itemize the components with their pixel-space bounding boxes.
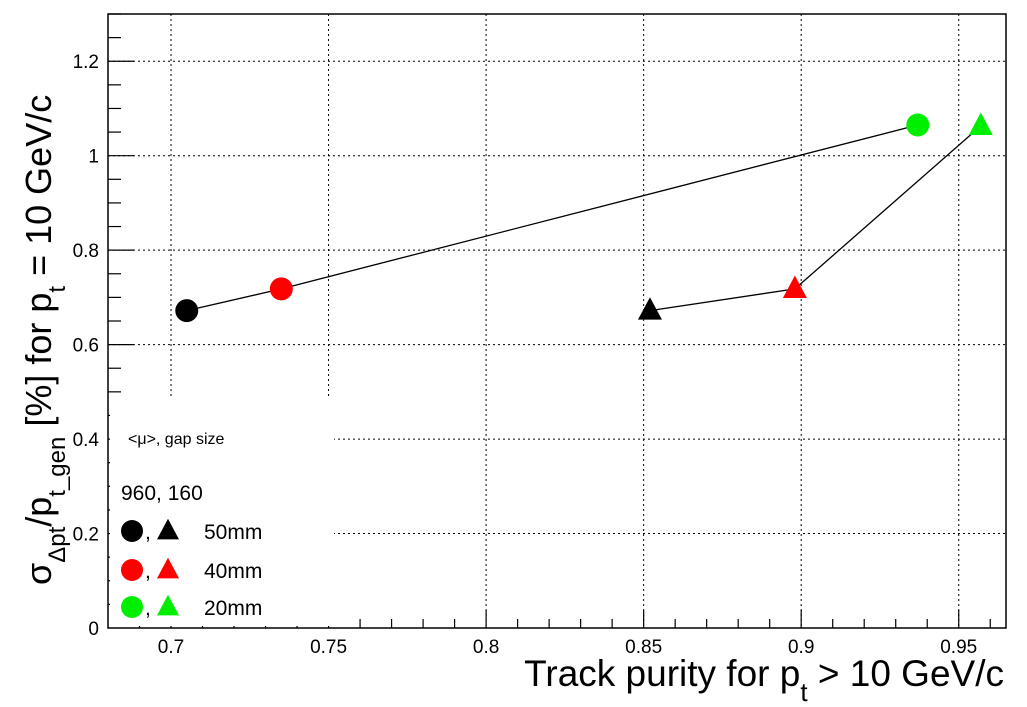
data-points	[175, 112, 993, 323]
legend-circle-marker	[121, 520, 143, 542]
x-tick-labels: 0.7 0.75 0.8 0.85 0.9 0.95	[158, 637, 977, 658]
y-tick-label: 0.6	[73, 336, 99, 357]
circle-series-line	[186, 124, 918, 312]
y-tick-label: 1	[88, 147, 99, 168]
y-axis-title: σΔpt/pt_gen [%] for pt = 10 GeV/c	[18, 95, 71, 585]
x-tick-label: 0.75	[310, 637, 347, 658]
legend-label: 40mm	[204, 560, 262, 583]
legend-subheader: 960, 160	[121, 482, 203, 505]
legend-label: 20mm	[204, 597, 262, 620]
y-tick-labels: 0 0.2 0.4 0.6 0.8 1 1.2	[73, 52, 100, 640]
circle-point	[175, 299, 199, 323]
y-tick-label: 1.2	[73, 52, 99, 73]
x-axis-title: Track purity for pt > 10 GeV/c	[524, 653, 1004, 707]
legend-triangle-marker	[157, 518, 179, 540]
triangle-point	[782, 275, 807, 298]
legend: <μ>, gap size 960, 160 , 50mm, 40mm, 20mm	[121, 431, 262, 620]
y-tick-label: 0	[88, 619, 99, 640]
triangle-point	[968, 112, 993, 136]
x-tick-label: 0.7	[158, 637, 184, 658]
triangle-point	[637, 297, 662, 320]
legend-label: 50mm	[204, 521, 262, 544]
legend-entries: , 50mm, 40mm, 20mm	[121, 518, 262, 620]
circle-point	[906, 113, 930, 137]
circle-point	[269, 277, 293, 301]
x-tick-label: 0.85	[625, 637, 662, 658]
y-tick-label: 0.8	[73, 241, 99, 262]
y-tick-label: 0.2	[73, 525, 99, 546]
legend-triangle-marker	[157, 557, 179, 579]
legend-triangle-marker	[157, 594, 179, 616]
legend-separator: ,	[145, 597, 151, 620]
legend-circle-marker	[121, 559, 143, 581]
legend-header: <μ>, gap size	[128, 431, 224, 448]
legend-separator: ,	[145, 560, 151, 583]
triangle-series-line	[649, 125, 982, 312]
y-tick-label: 0.4	[73, 430, 100, 451]
series-lines	[186, 124, 982, 312]
legend-box	[110, 398, 334, 626]
legend-separator: ,	[145, 521, 151, 544]
x-tick-label: 0.95	[940, 637, 977, 658]
legend-circle-marker	[121, 596, 143, 618]
legend-background	[110, 398, 334, 626]
x-tick-label: 0.8	[473, 637, 499, 658]
x-tick-label: 0.9	[788, 637, 814, 658]
